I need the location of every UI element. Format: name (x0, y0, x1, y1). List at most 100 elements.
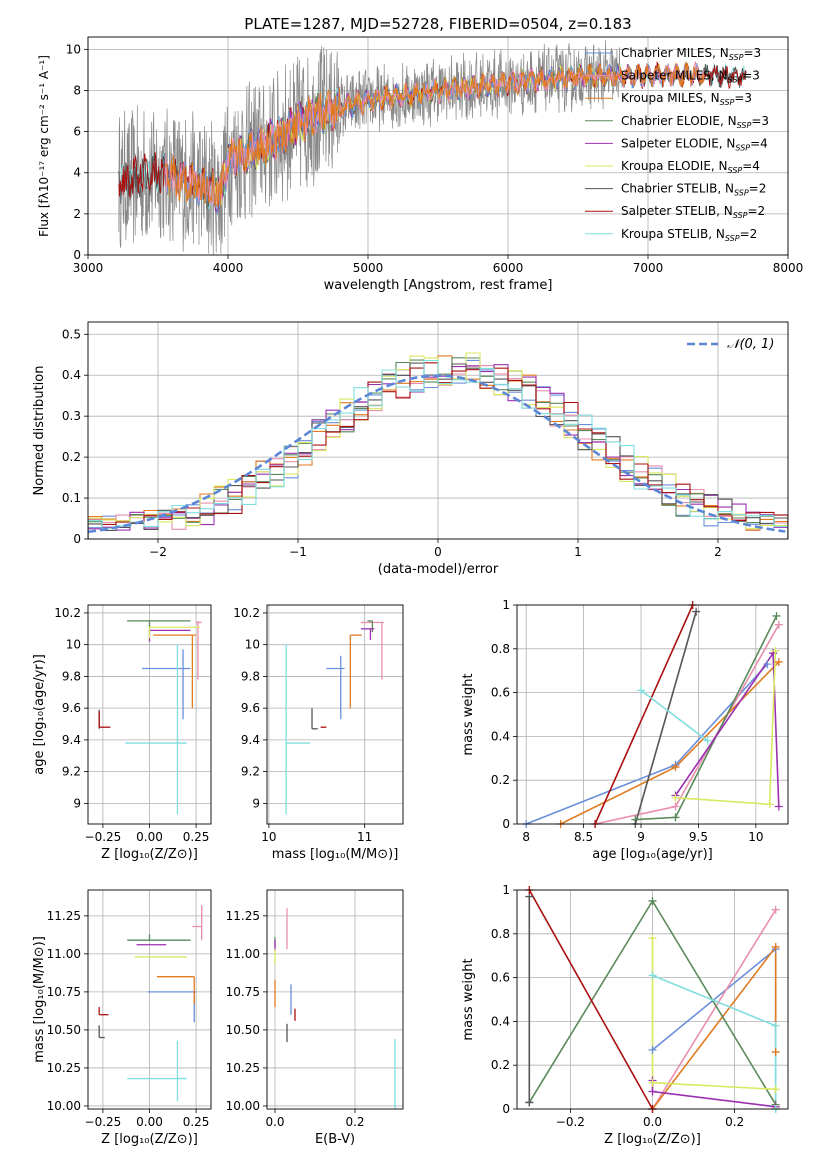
errorbar-point-salpeter-elodie (360, 628, 375, 640)
y-axis-label: mass [log₁₀(M/M⊙)] (32, 936, 47, 1063)
y-tick-label: 10 (66, 638, 81, 652)
residuals-panel: −2 −1 0 1 2 0 0.1 0.2 0.3 0.4 0.5 (data-model)/erro… (32, 321, 789, 577)
x-tick-label: 7000 (633, 261, 664, 275)
weight-marker (671, 763, 680, 772)
weight-marker (671, 813, 680, 822)
panels: 3000 4000 5000 6000 7000 80000246810wavelengt… (32, 36, 804, 1147)
weight-marker (763, 660, 772, 669)
x-tick-label: 0.2 (725, 1115, 744, 1129)
x-tick-label: 2 (714, 545, 722, 559)
legend-entry: Salpeter ELODIE, NSSP=4 (621, 136, 768, 152)
model-spectrum-kroupa-miles (164, 61, 705, 207)
x-tick-label: 0.25 (183, 1115, 210, 1129)
y-tick-label: 9.6 (241, 701, 260, 715)
y-tick-label: 9.8 (241, 669, 260, 683)
y-tick-label: 4 (73, 166, 81, 180)
y-tick-label: 1 (502, 598, 510, 612)
y-tick-label: 9 (73, 796, 81, 810)
weight-line-kroupa-miles (651, 944, 777, 1109)
x-tick-label: −2 (149, 545, 167, 559)
y-tick-label: 0.8 (491, 927, 510, 941)
weight-marker (648, 1087, 657, 1096)
weight-line-kroupa-miles (560, 661, 780, 824)
x-tick-label: −0.25 (85, 830, 122, 844)
y-tick-label: 0 (502, 1102, 510, 1116)
y-tick-label: 0.3 (62, 409, 81, 423)
mass-vs-ebv-panel: 0.0 0.2 10.00 10.25 10.50 10.75 11.00 11.25 E(B-… (226, 889, 404, 1147)
weight-marker (774, 620, 783, 629)
errorbar-point-chabrier-elodie (367, 620, 374, 632)
y-axis-label: age [log₁₀(age/yr)] (32, 654, 47, 775)
weight-marker (771, 905, 780, 914)
errorbar-point-kroupa-elodie (148, 626, 200, 639)
y-tick-label: 0.2 (491, 1058, 510, 1072)
axes-frame (87, 36, 789, 256)
weight-marker (648, 1078, 657, 1087)
y-tick-label: 10 (245, 638, 260, 652)
weight-marker (648, 1045, 657, 1054)
y-tick-label: 11.25 (47, 909, 81, 923)
errorbar-point-salpeter-miles (192, 905, 203, 941)
errorbar-point-salpeter-stelib (98, 1007, 109, 1016)
errorbar-point-kroupa-stelib (127, 1040, 187, 1102)
x-axis-label: wavelength [Angstrom, rest frame] (324, 278, 553, 293)
y-tick-label: 10.00 (47, 1099, 81, 1113)
weight-marker (774, 657, 783, 666)
weight-marker (771, 942, 780, 951)
axes-frame (516, 604, 789, 825)
weight-marker (525, 1098, 534, 1107)
weight-vs-age-panel: 8 8.5 9 9.5 10 0 0.2 0.4 0.6 0.8 1 age [log₁₀(age/y… (461, 598, 789, 862)
y-tick-label: 0.6 (491, 971, 510, 985)
x-axis-label: Z [log₁₀(Z/Z⊙)] (101, 847, 198, 862)
x-tick-label: 0.00 (136, 830, 163, 844)
x-tick-label: 0 (434, 545, 442, 559)
weight-marker (648, 971, 657, 980)
x-tick-label: 5000 (353, 261, 384, 275)
y-tick-label: 0 (73, 248, 81, 262)
y-tick-label: 1 (502, 883, 510, 897)
x-tick-label: 0.0 (265, 1115, 284, 1129)
y-tick-label: 0.8 (491, 642, 510, 656)
weight-line-salpeter-elodie (674, 650, 780, 807)
weight-line-chabrier-elodie (635, 615, 778, 821)
mass-vs-ebv-plot-area (274, 908, 396, 1109)
spectrum-panel: 3000 4000 5000 6000 7000 8000 0 2 4 6 8 10 wavelengt… (37, 36, 804, 293)
weight-marker (703, 736, 712, 745)
y-tick-label: 10.25 (226, 1061, 260, 1075)
axes-frame (87, 321, 789, 540)
weight-marker (637, 686, 646, 695)
y-tick-label: 10.25 (47, 1061, 81, 1075)
legend-entry: Chabrier MILES, NSSP=3 (621, 46, 761, 62)
x-tick-label: 10 (261, 830, 276, 844)
y-tick-label: 0 (502, 817, 510, 831)
weight-line-kroupa-stelib (640, 689, 709, 742)
y-tick-label: 10.75 (226, 985, 260, 999)
errorbar-point-chabrier-miles (142, 649, 191, 720)
y-axis-label: mass weight (461, 958, 476, 1040)
legend-entry: Kroupa ELODIE, NSSP=4 (621, 159, 760, 175)
weight-line-chabrier-stelib (634, 611, 697, 824)
mass-vs-Z-plot-area (98, 905, 203, 1102)
x-tick-label: 10 (748, 830, 763, 844)
spectrum-plot-area (118, 40, 747, 255)
weight-vs-Z-panel: −0.2 0.0 0.2 0 0.2 0.4 0.6 0.8 1 Z [log₁₀(Z/Z⊙)] m… (461, 883, 789, 1147)
y-tick-label: 0.5 (62, 327, 81, 341)
x-tick-label: 8.5 (574, 830, 593, 844)
x-tick-label: 11 (357, 830, 372, 844)
weight-marker (648, 896, 657, 905)
errorbar-point-salpeter-miles (196, 620, 202, 680)
weight-marker (671, 802, 680, 811)
axes-frame (266, 604, 404, 825)
y-tick-label: 0.2 (491, 773, 510, 787)
y-tick-label: 10.75 (47, 985, 81, 999)
x-tick-label: 1 (574, 545, 582, 559)
weight-marker (771, 1048, 780, 1057)
x-tick-label: 8000 (773, 261, 804, 275)
y-tick-label: 10.00 (226, 1099, 260, 1113)
y-tick-label: 0.4 (491, 1014, 510, 1028)
mass-vs-Z-panel: −0.25 0.00 0.25 10.00 10.25 10.50 10.75 11.00 11… (32, 889, 212, 1147)
x-axis-label: Z [log₁₀(Z/Z⊙)] (101, 1132, 198, 1147)
weight-marker (771, 646, 780, 655)
x-axis-label: E(B-V) (315, 1132, 355, 1147)
